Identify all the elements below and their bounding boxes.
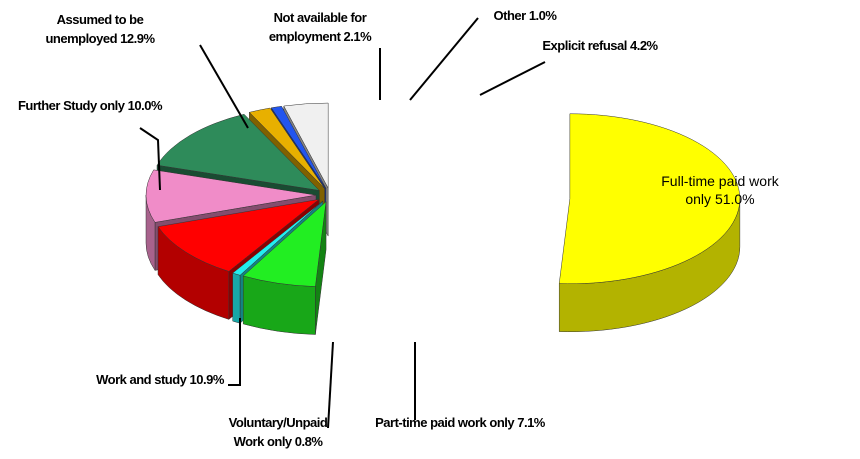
value-label: 1.0% [528, 8, 557, 23]
value-label: 2.1% [343, 29, 372, 44]
value-label: 7.1% [517, 415, 545, 430]
slice-label: Voluntary/Unpaid Work only 0.8% [218, 413, 338, 451]
slice [232, 200, 324, 276]
slice-side [232, 272, 241, 324]
leader-line [139, 127, 161, 191]
slice [156, 113, 321, 191]
category-name: Not available for employment [268, 10, 367, 44]
slice-label: Assumed to be unemployed 12.9% [20, 10, 180, 48]
category-name: Explicit refusal [542, 38, 627, 53]
category-name: Part-time paid work only [375, 415, 515, 430]
slice-label: Work and study 10.9% [95, 370, 225, 389]
category-name: Other [493, 8, 527, 23]
slice-label: Other 1.0% [470, 6, 580, 25]
slice [248, 107, 325, 189]
slice [157, 198, 320, 272]
category-name: Work and study [96, 372, 187, 387]
slice [145, 169, 317, 223]
leader-line [479, 61, 546, 96]
value-label: 10.0% [127, 98, 163, 113]
leader-line [409, 17, 479, 101]
category-name: Further Study only [17, 98, 125, 113]
slice-label: Explicit refusal 4.2% [540, 36, 660, 55]
slice [242, 201, 327, 287]
leader-line [228, 318, 241, 386]
value-label: 10.9% [189, 372, 225, 387]
category-name: Assumed to be unemployed [45, 12, 144, 46]
slice [270, 105, 327, 189]
leader-line [199, 44, 249, 129]
slice [558, 113, 741, 285]
value-label: 0.8% [294, 434, 323, 449]
leader-lines [139, 17, 546, 429]
slice-label: Further Study only 10.0% [10, 96, 170, 115]
slices [145, 102, 741, 335]
value-label: 12.9% [120, 31, 155, 46]
value-label: 4.2% [629, 38, 658, 53]
leader-line [327, 341, 334, 429]
slice-label: Not available for employment 2.1% [240, 8, 400, 46]
value-label: 51.0% [714, 191, 755, 207]
slice [283, 102, 329, 189]
slice-label: Part-time paid work only 7.1% [365, 413, 555, 432]
category-name: Voluntary/Unpaid Work only [228, 415, 328, 449]
slice-label: Full-time paid work only 51.0% [655, 172, 785, 208]
category-name: Full-time paid work only [661, 173, 779, 207]
